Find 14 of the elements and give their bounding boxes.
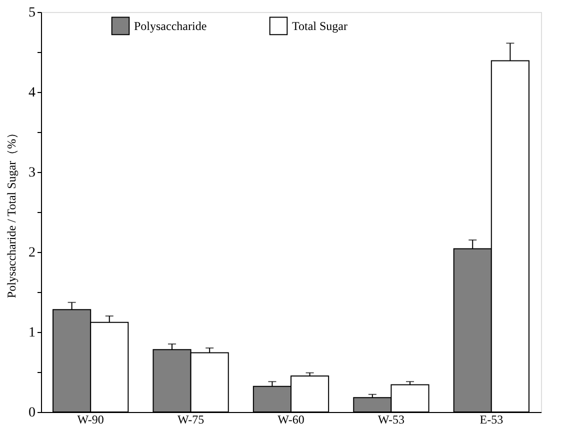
x-tick-label: W-60 (278, 412, 304, 426)
x-tick-label: W-90 (77, 412, 104, 426)
y-tick-label: 2 (28, 246, 36, 260)
x-tick-label: E-53 (480, 412, 504, 426)
y-tick-label: 4 (28, 86, 36, 100)
x-tick-label: W-53 (378, 412, 405, 426)
y-axis-title: Polysaccharide / Total Sugar（%） (4, 126, 18, 298)
y-tick-label: 5 (28, 6, 36, 20)
x-tick-label: W-75 (177, 412, 204, 426)
y-tick-label: 0 (28, 406, 36, 420)
legend-label: Total Sugar (292, 18, 348, 33)
legend-label: Polysaccharide (134, 18, 207, 33)
y-tick-label: 3 (28, 166, 36, 180)
y-tick-label: 1 (28, 326, 36, 340)
